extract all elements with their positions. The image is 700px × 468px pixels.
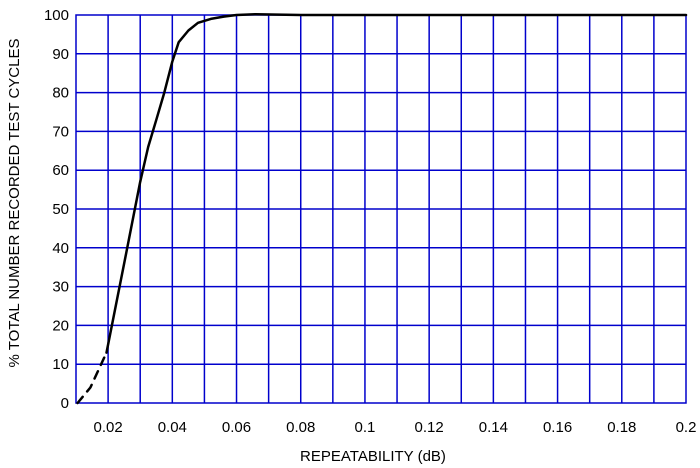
y-tick-label: 40 [52, 240, 69, 257]
x-tick-label: 0.08 [286, 419, 315, 436]
x-tick-label: 0.2 [676, 419, 697, 436]
y-tick-label: 60 [52, 162, 69, 179]
series-line-dashed [76, 351, 108, 405]
x-tick-label: 0.14 [479, 419, 508, 436]
y-tick-label: 90 [52, 46, 69, 63]
grid [76, 15, 686, 403]
y-axis-title: % TOTAL NUMBER RECORDED TEST CYCLES [6, 39, 23, 368]
x-tick-label: 0.18 [607, 419, 636, 436]
x-tick-label: 0.04 [158, 419, 187, 436]
x-tick-label: 0.02 [94, 419, 123, 436]
x-tick-label: 0.12 [415, 419, 444, 436]
y-tick-label: 50 [52, 201, 69, 218]
y-tick-label: 80 [52, 85, 69, 102]
x-tick-label: 0.16 [543, 419, 572, 436]
y-tick-label: 20 [52, 317, 69, 334]
x-tick-label: 0.06 [222, 419, 251, 436]
y-tick-label: 0 [61, 395, 69, 412]
y-tick-labels: 0 10 20 30 40 50 60 70 80 90 100 [44, 7, 69, 412]
y-tick-label: 100 [44, 7, 69, 24]
x-tick-label: 0.1 [355, 419, 376, 436]
series-group [76, 12, 688, 405]
x-axis-title: REPEATABILITY (dB) [300, 448, 446, 465]
y-tick-label: 70 [52, 123, 69, 140]
series-line-solid [105, 12, 688, 354]
y-tick-label: 10 [52, 356, 69, 373]
y-tick-label: 30 [52, 279, 69, 296]
x-tick-labels: 0.02 0.04 0.06 0.08 0.1 0.12 0.14 0.16 0.18 0.2 [94, 419, 697, 436]
